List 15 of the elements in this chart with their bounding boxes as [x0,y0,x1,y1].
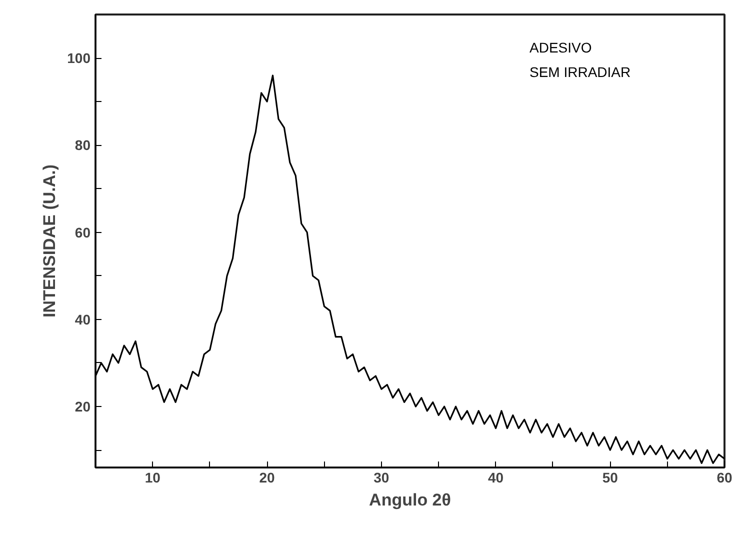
x-tick-label: 10 [144,470,161,486]
x-tick-label: 60 [716,470,732,486]
x-tick-label: 20 [259,470,276,486]
y-tick-label: 80 [74,137,91,154]
annotation: ADESIVO [530,39,592,56]
y-tick-label: 100 [67,50,91,66]
annotation: SEM IRRADIAR [530,64,631,80]
y-axis-title: INTENSIDAE (U.A.) [40,164,60,318]
x-axis-title: Angulo 2θ [369,490,451,510]
x-tick-label: 40 [488,470,504,486]
y-tick-label: 20 [74,398,91,415]
x-tick-label: 30 [374,470,390,486]
y-tick-label: 60 [74,224,91,240]
x-tick-label: 50 [602,470,618,486]
y-tick-label: 40 [74,311,91,328]
